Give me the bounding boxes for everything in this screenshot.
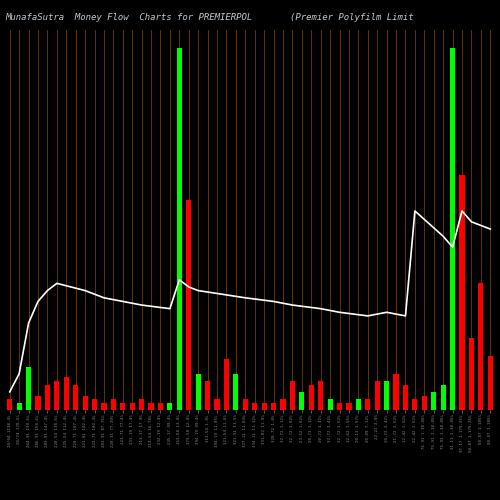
Bar [328, 399, 332, 410]
Bar [374, 381, 380, 410]
Bar [337, 403, 342, 410]
Bar [45, 384, 50, 410]
Bar [384, 381, 389, 410]
Bar [403, 384, 408, 410]
Bar [422, 396, 427, 410]
Bar [82, 396, 87, 410]
Bar [290, 381, 295, 410]
Bar [394, 374, 398, 410]
Bar [111, 399, 116, 410]
Bar [168, 403, 172, 410]
Bar [299, 392, 304, 410]
Bar [365, 399, 370, 410]
Bar [308, 384, 314, 410]
Bar [148, 403, 154, 410]
Bar [234, 374, 238, 410]
Bar [440, 384, 446, 410]
Bar [460, 175, 464, 410]
Bar [120, 403, 126, 410]
Bar [412, 399, 418, 410]
Bar [64, 378, 69, 410]
Bar [224, 360, 229, 410]
Bar [450, 48, 455, 410]
Bar [16, 403, 21, 410]
Bar [73, 384, 78, 410]
Bar [356, 399, 361, 410]
Bar [431, 392, 436, 410]
Bar [469, 338, 474, 410]
Bar [139, 399, 144, 410]
Bar [214, 399, 220, 410]
Bar [102, 403, 106, 410]
Bar [205, 381, 210, 410]
Text: MunafaSutra  Money Flow  Charts for PREMIERPOL: MunafaSutra Money Flow Charts for PREMIE… [5, 12, 252, 22]
Bar [36, 396, 41, 410]
Bar [280, 399, 285, 410]
Bar [196, 374, 201, 410]
Bar [478, 284, 484, 410]
Bar [92, 399, 97, 410]
Bar [130, 403, 135, 410]
Bar [176, 48, 182, 410]
Bar [252, 403, 258, 410]
Bar [271, 403, 276, 410]
Bar [26, 366, 31, 410]
Bar [242, 399, 248, 410]
Bar [7, 399, 12, 410]
Bar [318, 381, 324, 410]
Bar [346, 403, 352, 410]
Bar [54, 381, 60, 410]
Bar [488, 356, 493, 410]
Bar [186, 200, 192, 410]
Text: (Premier Polyfilm Limit: (Premier Polyfilm Limit [290, 12, 414, 22]
Bar [262, 403, 266, 410]
Bar [158, 403, 163, 410]
